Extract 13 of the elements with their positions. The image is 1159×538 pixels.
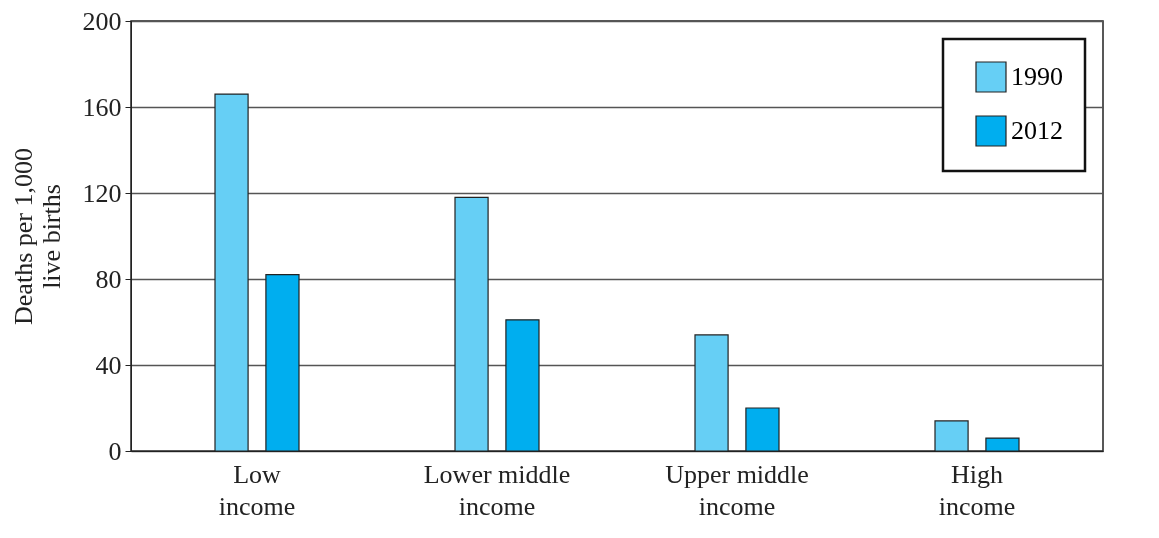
- legend-label: 2012: [1011, 116, 1063, 145]
- x-tick-label: High income: [938, 459, 1016, 521]
- x-tick-label: Upper middle income: [665, 459, 809, 521]
- y-tick-label: 200: [82, 6, 122, 36]
- x-tick-label: Low income: [218, 459, 296, 521]
- y-tick-label: 0: [108, 436, 122, 466]
- y-tick-label: 160: [82, 92, 122, 122]
- y-tick-label: 120: [82, 178, 122, 208]
- x-tick-label: Lower middle income: [423, 459, 571, 521]
- y-axis-title: Deaths per 1,000 live births: [8, 148, 66, 325]
- y-tick-label: 40: [95, 350, 122, 380]
- y-tick-label: 80: [95, 264, 122, 294]
- legend-label: 1990: [1011, 62, 1063, 91]
